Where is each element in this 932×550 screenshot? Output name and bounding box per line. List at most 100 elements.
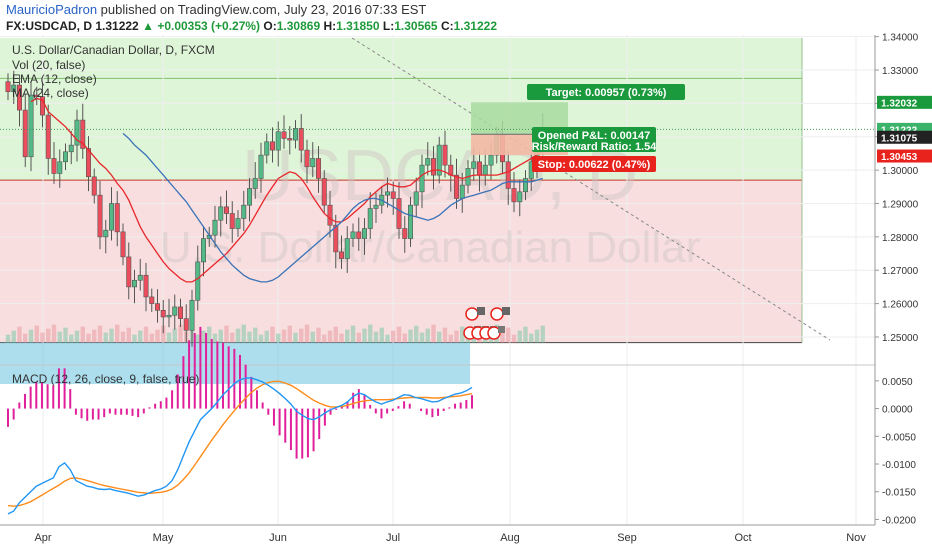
event-marker[interactable]	[465, 307, 479, 321]
price-badge-label: 1.31075	[881, 133, 918, 144]
candle-body	[425, 158, 431, 166]
volume-bar	[28, 329, 34, 343]
price-axis[interactable]: 1.340001.330001.320001.310001.300001.290…	[874, 33, 932, 527]
price-axis-bg	[875, 35, 932, 525]
candle-body	[143, 274, 149, 298]
volume-bar	[391, 330, 396, 343]
candle-body	[453, 174, 459, 199]
volume-bar	[247, 331, 252, 343]
event-flag	[477, 307, 485, 315]
volume-bar	[419, 332, 425, 343]
time-tick-label: Apr	[34, 532, 51, 544]
open-value: 1.30869	[276, 19, 321, 33]
time-tick-label: Nov	[846, 532, 866, 544]
legend-ema: EMA (12, close)	[12, 72, 97, 86]
candle-body	[172, 306, 178, 316]
volume-bar	[529, 333, 534, 343]
volume-bar	[5, 334, 11, 343]
volume-bar	[126, 327, 131, 343]
candle-body	[419, 164, 425, 193]
volume-bar	[86, 333, 91, 343]
volume-bar	[230, 332, 235, 343]
up-arrow-icon: ▲	[142, 19, 154, 33]
volume-bar	[166, 332, 172, 343]
candle-body	[109, 203, 115, 231]
volume-bar	[69, 334, 74, 343]
volume-bar	[534, 329, 540, 343]
stop-label[interactable]: Stop: 0.00622 (0.47%)	[532, 156, 656, 172]
volume-bar	[362, 328, 367, 343]
candle-body	[224, 206, 230, 214]
volume-bar	[281, 329, 287, 343]
trend-line[interactable]	[351, 37, 831, 341]
candle-body	[74, 119, 80, 146]
author-link[interactable]: MauricioPadron	[6, 2, 98, 17]
candle-body	[361, 228, 367, 239]
time-tick-label: Sep	[617, 532, 637, 544]
candle-body	[488, 154, 494, 166]
volume-bar	[63, 327, 68, 343]
candle-body	[390, 191, 396, 199]
candle-body	[189, 299, 195, 331]
candle-body	[22, 109, 28, 158]
volume-bar	[437, 331, 442, 343]
candle-body	[132, 279, 138, 288]
candle-body	[51, 158, 57, 174]
candle-body	[281, 131, 287, 139]
close-label: C:	[440, 19, 454, 33]
position-zones	[0, 38, 803, 344]
candle-body	[327, 204, 333, 226]
volume-bar	[57, 331, 62, 343]
volume-bar	[241, 324, 246, 343]
time-axis[interactable]: Apr May Jun Jul Aug Sep Oct Nov	[0, 524, 875, 544]
candle-body	[304, 149, 310, 168]
candle-body	[430, 158, 436, 176]
volume-bar	[138, 330, 143, 343]
volume-bar	[304, 324, 310, 343]
volume-bar	[23, 333, 28, 343]
open-label: O:	[263, 19, 277, 33]
time-tick-label: Oct	[734, 532, 751, 544]
candle-body	[11, 84, 17, 93]
watermark-name: U.S. Dollar/Canadian Dollar	[160, 223, 700, 272]
volume-bar	[143, 326, 149, 343]
volume-bar	[396, 326, 402, 343]
time-tick-label: Jun	[269, 532, 287, 544]
volume-bar	[385, 334, 390, 343]
long-position-tool[interactable]: Target: 0.00957 (0.73%) Opened P&L: 0.001…	[0, 84, 875, 172]
candle-body	[178, 306, 184, 319]
volume-bar	[339, 333, 344, 343]
volume-bar	[454, 330, 459, 343]
volume-bar	[276, 333, 281, 343]
candle-body	[120, 231, 126, 258]
volume-bar	[523, 326, 528, 343]
event-markers[interactable]	[463, 307, 510, 340]
event-marker[interactable]	[490, 307, 504, 321]
candle-body	[195, 261, 201, 301]
target-label[interactable]: Target: 0.00957 (0.73%)	[527, 84, 685, 100]
volume-bar	[414, 325, 419, 343]
volume-bar	[293, 332, 298, 343]
price-badge-label: 1.30453	[881, 152, 918, 163]
volume-bar	[17, 326, 22, 343]
volume-bar	[264, 330, 269, 343]
candle-body	[407, 204, 413, 239]
macd-tick-label: 0.0000	[882, 405, 913, 416]
volume-bar	[132, 334, 137, 343]
ema-line	[30, 97, 544, 283]
price-tick-label: 1.28000	[882, 233, 919, 244]
volume-bar	[51, 324, 57, 343]
volume-bar	[402, 333, 407, 343]
volume-bar	[517, 330, 522, 343]
volume-bar	[379, 327, 384, 343]
volume-bar	[299, 328, 304, 343]
volume-bar	[322, 334, 327, 343]
candle-body	[126, 256, 132, 288]
volume-bar	[368, 324, 373, 343]
volume-bar	[207, 326, 212, 343]
candle-body	[482, 164, 488, 176]
candle-body	[160, 309, 166, 318]
price-badge	[877, 95, 932, 109]
